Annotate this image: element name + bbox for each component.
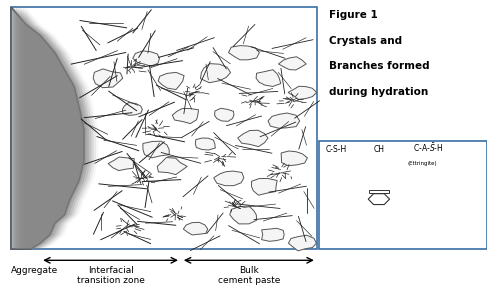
Polygon shape (16, 7, 89, 249)
Polygon shape (279, 57, 306, 70)
Polygon shape (214, 171, 244, 186)
Text: (Ettringite): (Ettringite) (408, 162, 437, 166)
Polygon shape (268, 113, 300, 128)
Polygon shape (288, 235, 316, 251)
Polygon shape (157, 157, 187, 175)
Text: CH: CH (373, 145, 385, 154)
Polygon shape (19, 7, 91, 249)
Polygon shape (230, 206, 257, 224)
Bar (11, 7, 317, 249)
Polygon shape (143, 141, 169, 158)
Polygon shape (21, 7, 94, 249)
Text: C-S-H: C-S-H (325, 145, 347, 154)
Bar (319, 141, 487, 249)
Polygon shape (14, 7, 86, 249)
Text: Figure 1: Figure 1 (329, 10, 378, 20)
Polygon shape (215, 108, 234, 121)
Polygon shape (11, 7, 84, 249)
Text: Crystals and: Crystals and (329, 36, 402, 45)
Polygon shape (172, 109, 199, 124)
Polygon shape (11, 7, 84, 249)
Polygon shape (23, 7, 96, 249)
Text: Interfacial
transition zone: Interfacial transition zone (77, 266, 144, 285)
Text: during hydration: during hydration (329, 87, 428, 97)
Polygon shape (108, 157, 134, 171)
Polygon shape (158, 72, 184, 90)
Polygon shape (201, 64, 230, 83)
Text: Bulk
cement paste: Bulk cement paste (218, 266, 280, 285)
Polygon shape (228, 46, 260, 60)
Text: Aggregate: Aggregate (11, 266, 59, 275)
Text: C-A-$\bar{S}$-H: C-A-$\bar{S}$-H (413, 141, 444, 154)
Polygon shape (281, 151, 307, 166)
Polygon shape (368, 194, 389, 205)
Polygon shape (238, 130, 268, 147)
Text: Branches formed: Branches formed (329, 61, 429, 71)
Polygon shape (251, 178, 277, 195)
Polygon shape (262, 228, 284, 241)
Polygon shape (288, 86, 317, 100)
Polygon shape (256, 70, 281, 86)
Polygon shape (93, 69, 122, 88)
Polygon shape (133, 51, 160, 66)
Polygon shape (183, 222, 208, 235)
Polygon shape (195, 138, 215, 150)
Polygon shape (26, 7, 99, 249)
Polygon shape (122, 102, 142, 115)
Bar (369, 190, 388, 193)
